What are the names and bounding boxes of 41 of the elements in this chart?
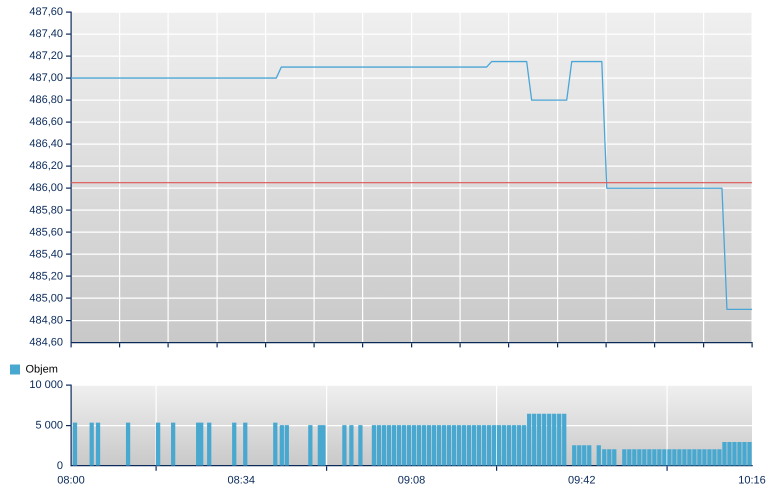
bar bbox=[232, 422, 236, 466]
bar bbox=[96, 422, 100, 466]
bar bbox=[207, 422, 212, 466]
y-tick-label: 486,00 bbox=[29, 182, 63, 194]
x-tick-label: 08:00 bbox=[57, 474, 85, 486]
bar bbox=[308, 425, 312, 466]
bar bbox=[358, 425, 363, 466]
bar bbox=[72, 422, 78, 466]
bar bbox=[171, 422, 176, 466]
bar bbox=[342, 425, 347, 466]
bar bbox=[90, 422, 94, 466]
x-tick-label: 09:42 bbox=[568, 474, 596, 486]
y-tick-label: 5 000 bbox=[35, 419, 63, 432]
y-tick-label: 485,00 bbox=[29, 292, 63, 304]
bar bbox=[273, 422, 278, 466]
legend-label: Objem bbox=[26, 364, 58, 376]
x-tick-label: 10:16 bbox=[738, 474, 766, 486]
y-tick-label: 487,40 bbox=[29, 28, 63, 40]
y-tick-label: 487,00 bbox=[29, 72, 63, 84]
x-tick-label: 09:08 bbox=[398, 474, 426, 486]
x-tick-label: 08:34 bbox=[227, 474, 256, 486]
bar bbox=[349, 425, 354, 466]
bar bbox=[321, 425, 326, 466]
y-tick-label: 484,60 bbox=[29, 336, 63, 348]
y-tick-label: 485,20 bbox=[29, 270, 63, 282]
y-tick-label: 0 bbox=[56, 460, 63, 472]
y-tick-label: 486,60 bbox=[29, 116, 63, 128]
y-tick-label: 485,40 bbox=[29, 248, 63, 260]
bar bbox=[199, 422, 204, 466]
y-tick-label: 486,80 bbox=[29, 94, 63, 106]
y-tick-label: 484,80 bbox=[29, 314, 63, 326]
bar bbox=[243, 422, 248, 466]
y-tick-label: 487,20 bbox=[29, 50, 63, 62]
y-tick-label: 486,40 bbox=[29, 138, 63, 150]
bar bbox=[126, 422, 130, 466]
y-tick-label: 485,60 bbox=[29, 226, 63, 238]
y-tick-label: 485,80 bbox=[29, 204, 63, 216]
y-tick-label: 10 000 bbox=[29, 379, 63, 392]
y-tick-label: 486,20 bbox=[29, 160, 63, 172]
y-tick-label: 487,60 bbox=[29, 6, 63, 18]
bar bbox=[156, 422, 160, 466]
